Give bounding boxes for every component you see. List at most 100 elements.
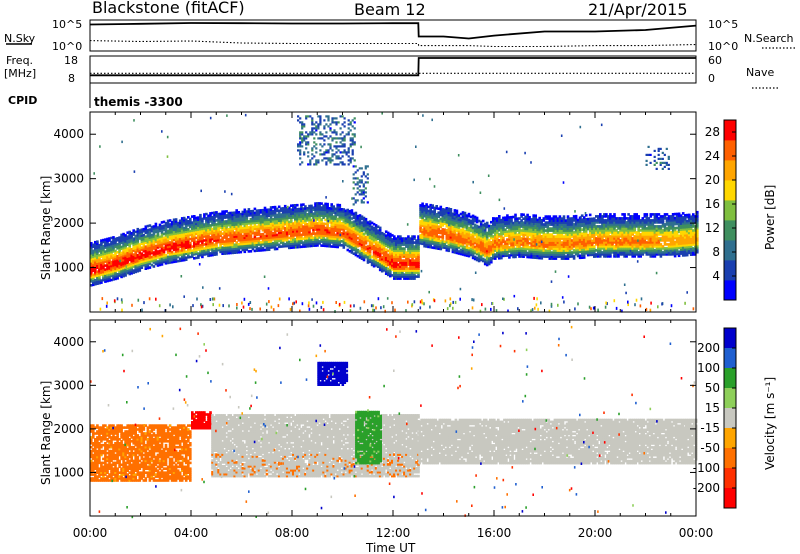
power-cell: [380, 249, 384, 253]
power-cell: [126, 247, 129, 250]
power-cell: [320, 210, 323, 213]
power-cell: [251, 209, 255, 213]
power-cell: [134, 230, 137, 234]
power-cell: [316, 202, 319, 205]
power-cell: [358, 214, 362, 217]
power-cell: [118, 256, 121, 259]
power-cell: [366, 259, 370, 262]
power-cell: [360, 215, 364, 218]
power-cell: [275, 229, 279, 233]
power-cell: [285, 232, 289, 236]
power-cell: [229, 221, 232, 225]
power-cell: [322, 244, 325, 247]
power-cell: [314, 216, 317, 219]
power-cell: [233, 243, 236, 246]
power-cell: [197, 234, 200, 237]
power-cell: [211, 223, 214, 227]
power-cell: [283, 232, 287, 236]
power-cell: [205, 248, 208, 252]
power-cell: [338, 225, 342, 229]
power-cell: [96, 272, 99, 275]
power-cell: [219, 244, 222, 248]
power-cell: [380, 255, 384, 259]
power-cell: [221, 236, 224, 239]
power-cell: [296, 231, 299, 235]
power-cell: [225, 250, 228, 253]
power-cell: [126, 231, 129, 234]
power-cell: [382, 255, 386, 258]
power-cell: [257, 239, 261, 242]
power-cell: [104, 242, 107, 245]
power-cell: [389, 240, 392, 244]
power-cell: [269, 234, 273, 237]
power-cell: [146, 244, 150, 248]
power-cell: [308, 238, 311, 242]
power-cell: [152, 265, 156, 268]
power-cell: [178, 259, 182, 263]
power-cell: [197, 238, 200, 241]
power-cell: [288, 242, 291, 246]
power-cell: [100, 249, 103, 252]
power-cell: [384, 252, 388, 255]
power-cell: [328, 213, 331, 216]
power-cell: [144, 249, 148, 252]
power-cell: [108, 277, 111, 280]
power-cell: [102, 240, 105, 244]
power-cell: [160, 249, 164, 252]
power-cell: [395, 273, 398, 276]
power-cell: [122, 264, 125, 268]
power-cell: [320, 224, 323, 227]
power-cell: [92, 281, 95, 285]
power-cell: [166, 233, 170, 237]
power-cell: [96, 244, 99, 247]
power-cell: [241, 230, 245, 234]
power-cell: [112, 240, 115, 243]
power-cell: [144, 265, 148, 268]
power-cell: [221, 246, 224, 249]
power-cell: [356, 254, 360, 258]
power-cell: [354, 251, 358, 255]
power-cell: [247, 240, 251, 243]
power-cell: [326, 212, 329, 216]
power-cell: [217, 232, 220, 236]
power-cell: [207, 242, 210, 246]
power-cell: [263, 220, 267, 224]
power-cell: [231, 239, 234, 243]
power-cell: [180, 235, 184, 238]
power-cell: [259, 209, 263, 212]
power-cell: [138, 249, 142, 252]
power-cell: [164, 238, 168, 241]
power-cell: [140, 260, 144, 263]
power-cell: [209, 236, 212, 239]
power-cell: [401, 261, 404, 264]
power-cell: [393, 267, 396, 270]
power-cell: [401, 267, 404, 270]
power-cell: [247, 212, 251, 215]
power-cell: [364, 241, 368, 245]
power-cell: [386, 237, 390, 241]
power-cell: [205, 252, 208, 256]
power-cell: [174, 246, 178, 249]
power-cell: [306, 233, 309, 236]
power-cell: [90, 284, 93, 287]
power-cell: [116, 275, 119, 278]
power-cell: [229, 241, 232, 245]
power-cell: [267, 246, 271, 249]
power-cell: [288, 228, 291, 232]
power-cell: [281, 233, 285, 236]
power-cell: [298, 239, 301, 243]
power-cell: [350, 225, 354, 228]
power-cell: [154, 228, 158, 232]
power-cell: [168, 241, 172, 244]
power-cell: [391, 262, 394, 265]
power-cell: [364, 247, 368, 251]
power-cell: [269, 238, 273, 241]
power-cell: [326, 242, 329, 246]
power-cell: [288, 224, 291, 228]
power-cell: [267, 232, 271, 235]
power-cell: [158, 223, 162, 227]
power-cell: [308, 204, 311, 208]
power-cell: [356, 230, 360, 234]
power-cell: [368, 228, 372, 231]
power-cell: [360, 235, 364, 238]
